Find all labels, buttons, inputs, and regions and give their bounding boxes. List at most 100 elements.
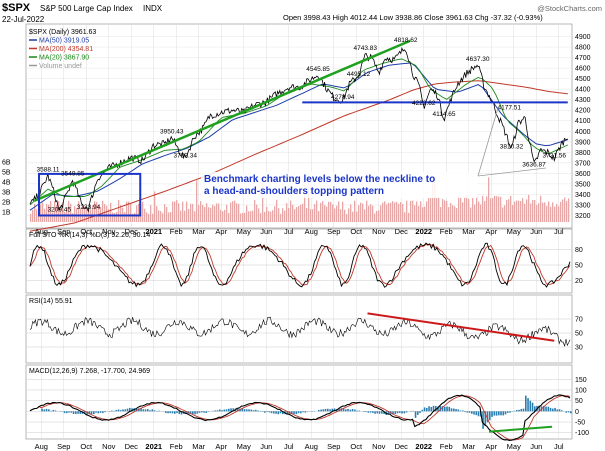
macd-histogram-bar (266, 411, 268, 412)
volume-bar (230, 202, 232, 222)
macd-histogram-bar (165, 411, 167, 414)
volume-bar (422, 207, 424, 222)
macd-histogram-bar (529, 400, 532, 412)
volume-bar (296, 207, 298, 222)
volume-bar (218, 203, 220, 222)
macd-histogram-bar (432, 405, 435, 412)
macd-histogram-bar (495, 411, 498, 416)
volume-bar (498, 196, 500, 222)
macd-histogram-bar (246, 409, 248, 412)
macd-histogram-bar (435, 406, 437, 412)
x-tick-label: Oct (350, 442, 363, 451)
volume-bar (58, 201, 60, 222)
volume-bar (278, 208, 280, 222)
axis-layer: Aug Aug Sep Sep Oct Oct Nov Nov Dec Dec 2021 2021 Fe… (2, 34, 591, 451)
volume-bar (254, 200, 256, 222)
macd-histogram-bar (192, 411, 194, 414)
annotation-line-2: a head-and-shoulders topping pattern (204, 186, 384, 197)
macd-histogram-bar (558, 409, 561, 412)
macd-histogram-bar (444, 406, 446, 412)
macd-histogram-bar (171, 411, 174, 414)
volume-bar (472, 197, 474, 222)
volume-bar (514, 201, 516, 222)
x-tick-label: Oct (80, 442, 93, 451)
volume-bar (272, 210, 274, 222)
volume-bar (470, 207, 472, 222)
macd-histogram-bar (473, 411, 475, 415)
volume-bar (396, 201, 398, 222)
x-tick-label: Mar (192, 227, 205, 236)
x-tick-label: Aug (35, 227, 48, 236)
rsi-tick-label: 70 (575, 317, 583, 324)
volume-bar (356, 211, 358, 222)
macd-histogram-bar (90, 411, 93, 415)
macd-histogram-bar (120, 410, 122, 412)
volume-bar (158, 210, 160, 222)
volume-bar (344, 209, 346, 222)
macd-histogram-bar (518, 409, 520, 412)
macd-histogram-bar (354, 409, 356, 412)
volume-bar (494, 195, 496, 222)
volume-bar (506, 199, 508, 222)
price-tick-label: 4500 (575, 76, 591, 83)
x-tick-label: Mar (462, 442, 475, 451)
macd-panel-label: MACD(12,26,9) 7.268, -17.700, 24.969 (29, 368, 150, 375)
macd-histogram-bar (347, 408, 349, 412)
macd-histogram-bar (221, 410, 223, 412)
macd-histogram-bar (356, 410, 358, 412)
volume-bar (390, 202, 392, 222)
volume-bar (206, 203, 208, 222)
macd-histogram-bar (270, 411, 273, 414)
x-tick-label: Nov (102, 442, 116, 451)
volume-bar (250, 211, 252, 222)
macd-histogram-bar (286, 411, 289, 415)
volume-bar (52, 212, 54, 222)
volume-bar (350, 204, 352, 222)
macd-histogram-bar (169, 411, 172, 414)
macd-histogram-bar (333, 408, 336, 412)
volume-bar (290, 200, 292, 222)
macd-histogram-bar (237, 408, 239, 412)
macd-histogram-bar (124, 409, 127, 412)
volume-bar (284, 210, 286, 222)
macd-histogram-bar (500, 411, 502, 416)
macd-histogram-bar (129, 407, 131, 412)
volume-bar (94, 201, 96, 222)
price-label: 3588.11 (36, 167, 59, 174)
macd-histogram-bar (268, 411, 271, 413)
volume-bar (462, 202, 464, 222)
macd-histogram-bar (482, 411, 484, 429)
macd-histogram-bar (241, 408, 244, 412)
volume-bar (410, 200, 412, 222)
volume-bar (264, 211, 266, 222)
volume-bar (404, 212, 406, 222)
macd-signal-line (29, 395, 571, 441)
x-tick-label: Dec (125, 227, 139, 236)
macd-histogram-bar (68, 411, 70, 413)
macd-histogram-bar (75, 411, 77, 414)
volume-bar (62, 202, 64, 222)
exchange-label: INDX (143, 4, 163, 13)
x-tick-label: Nov (372, 227, 386, 236)
macd-histogram-bar (421, 409, 424, 412)
macd-histogram-bar (230, 408, 232, 412)
macd-histogram-bar (358, 410, 361, 412)
volume-bar (54, 201, 56, 222)
x-tick-label: Feb (170, 442, 183, 451)
volume-bar (418, 206, 420, 222)
macd-histogram-bar (95, 411, 97, 413)
macd-histogram-bar (324, 408, 327, 412)
x-tick-label: May (237, 442, 251, 451)
volume-bar (184, 210, 186, 222)
volume-bar (72, 213, 74, 222)
macd-histogram-bar (493, 411, 496, 416)
sto-d-line (29, 243, 571, 286)
macd-histogram-bar (401, 411, 403, 414)
macd-histogram-bar (403, 411, 406, 414)
volume-bar (554, 206, 556, 222)
macd-histogram-bar (448, 406, 451, 412)
volume-bar (178, 203, 180, 222)
volume-bar (112, 212, 114, 222)
price-panel-frame (25, 23, 573, 229)
price-label: 4637.30 (466, 56, 490, 63)
